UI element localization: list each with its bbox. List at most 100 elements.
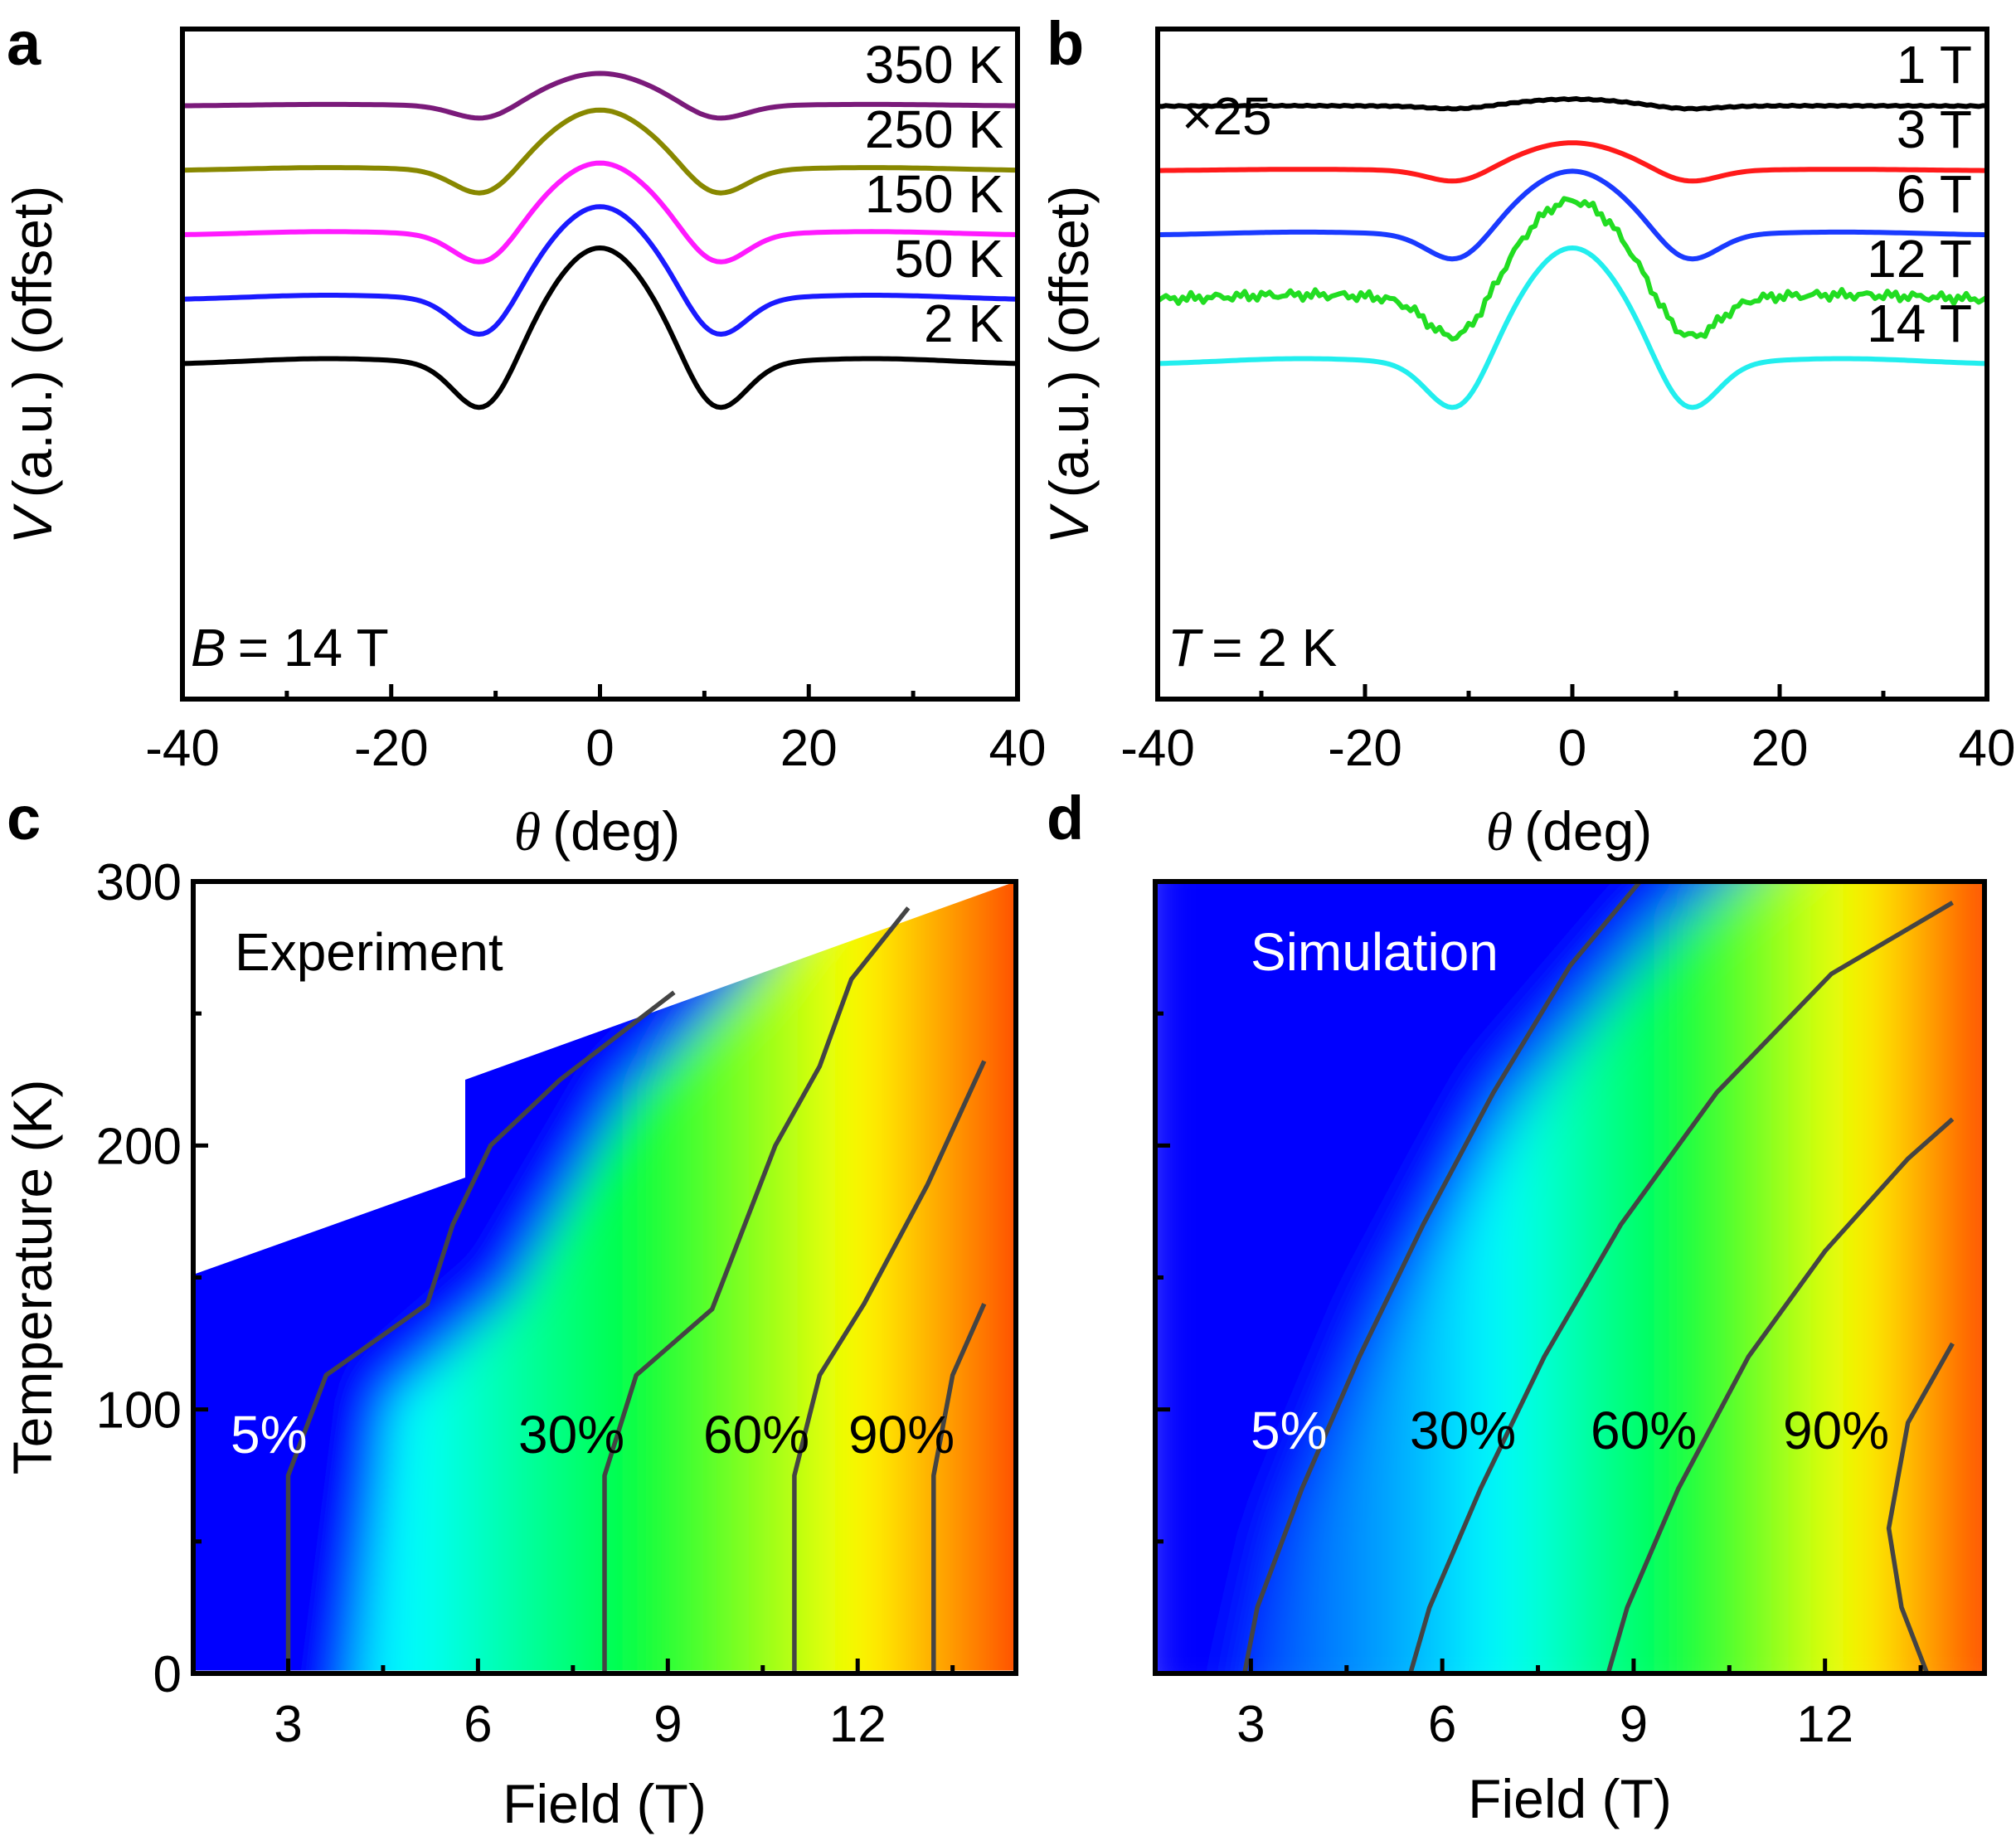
x-tick-label-9: 9 bbox=[1620, 1696, 1648, 1753]
panel-d-contour-label-30: 30% bbox=[1410, 1401, 1516, 1460]
panel-b-annotation-rest: = 2 K bbox=[1212, 618, 1337, 678]
panel-a-plot-area bbox=[182, 70, 1018, 410]
panel-d-contour-label-5: 5% bbox=[1251, 1401, 1328, 1460]
panel-c-contour-label-5: 5% bbox=[231, 1405, 308, 1464]
x-tick-label-40: 40 bbox=[1959, 720, 2016, 777]
trace-50-k bbox=[182, 204, 1018, 337]
series-label-6-t: 6 T bbox=[1897, 164, 1972, 224]
x-tick-label-40: 40 bbox=[989, 720, 1047, 777]
panel-c-x-axis-title: Field (T) bbox=[503, 1773, 707, 1834]
trace-14-t bbox=[1158, 245, 1987, 410]
series-label-14-t: 14 T bbox=[1867, 294, 1972, 353]
series-label-3-t: 3 T bbox=[1897, 100, 1972, 159]
contour-60 bbox=[792, 1060, 987, 1673]
x-tick-label-20: -20 bbox=[354, 720, 429, 777]
trace-1-t bbox=[1158, 96, 1987, 112]
panel-c-low-region bbox=[193, 882, 862, 1673]
panel-c-contour-label-60: 60% bbox=[703, 1405, 809, 1464]
panel-a-x-symbol: θ bbox=[514, 802, 541, 862]
x-tick-label-3: 3 bbox=[1236, 1696, 1265, 1753]
series-label-2-k: 2 K bbox=[924, 294, 1003, 353]
panel-b-annotation-symbol: T bbox=[1168, 618, 1203, 678]
panel-b-x-symbol: θ bbox=[1486, 802, 1513, 862]
panel-a-y-rest: (a.u.) (offset) bbox=[2, 186, 63, 498]
panel-c-ticks: 3 6 9 12 0 100 200 300 bbox=[96, 854, 955, 1753]
contour-60 bbox=[1606, 1117, 1955, 1673]
x-tick-label-9: 9 bbox=[653, 1696, 682, 1753]
panel-d-field-gradient bbox=[1257, 882, 1984, 1673]
panel-b: b 1 T3 T6 T12 T14 T -40 -20 0 20 40 ×25 T = 2… bbox=[1038, 9, 2015, 862]
trace-6-t bbox=[1158, 168, 1987, 262]
contour-30 bbox=[602, 906, 911, 1673]
panel-d-x-axis-title: Field (T) bbox=[1468, 1768, 1672, 1829]
series-label-12-t: 12 T bbox=[1867, 229, 1972, 289]
panel-d-low-region bbox=[1155, 882, 1726, 1673]
y-tick-label-0: 0 bbox=[153, 1646, 182, 1703]
trace-250-k bbox=[182, 107, 1018, 196]
panel-a-x-axis-title: θ (deg) bbox=[514, 800, 681, 862]
series-label-350-k: 350 K bbox=[865, 35, 1003, 95]
x-tick-label-12: 12 bbox=[1796, 1696, 1853, 1753]
panel-c-contour-label-30: 30% bbox=[518, 1405, 624, 1464]
panel-d-title: Simulation bbox=[1251, 922, 1499, 982]
contour-90 bbox=[931, 1303, 987, 1673]
x-tick-label-3: 3 bbox=[274, 1696, 302, 1753]
series-label-1-t: 1 T bbox=[1897, 35, 1972, 95]
panel-c-title: Experiment bbox=[235, 922, 503, 982]
contour-5 bbox=[285, 990, 676, 1673]
panel-c-letter: c bbox=[7, 784, 41, 852]
panel-a-annotation-symbol: B bbox=[191, 618, 226, 678]
panel-b-y-symbol: V bbox=[1038, 503, 1100, 544]
trace-350-k bbox=[182, 70, 1018, 121]
panel-a-annotation-rest: = 14 T bbox=[238, 618, 389, 678]
panel-b-letter: b bbox=[1047, 9, 1084, 78]
x-tick-label-40: -40 bbox=[1120, 720, 1195, 777]
contour-5 bbox=[1242, 882, 1642, 1673]
panel-b-series-labels: 1 T3 T6 T12 T14 T bbox=[1867, 35, 1972, 353]
series-label-150-k: 150 K bbox=[865, 164, 1003, 224]
panel-c-field-gradient bbox=[193, 882, 1016, 1673]
panel-a-y-axis-title: V (a.u.) (offset) bbox=[2, 186, 63, 545]
x-tick-label-20: -20 bbox=[1328, 720, 1402, 777]
x-tick-label-20: 20 bbox=[1751, 720, 1809, 777]
panel-a-annotation: B = 14 T bbox=[191, 618, 389, 678]
series-label-250-k: 250 K bbox=[865, 100, 1003, 159]
panel-c-y-axis-title: Temperature (K) bbox=[2, 1080, 63, 1475]
panel-b-frame bbox=[1155, 27, 1989, 702]
panel-b-x-axis-title: θ (deg) bbox=[1486, 800, 1653, 862]
contour-90 bbox=[1886, 1342, 1955, 1673]
x-tick-label-12: 12 bbox=[829, 1696, 887, 1753]
y-tick-label-100: 100 bbox=[96, 1382, 182, 1440]
x-tick-label-0: 0 bbox=[1558, 720, 1586, 777]
panel-a-letter: a bbox=[7, 9, 41, 78]
panel-a-y-symbol: V bbox=[2, 503, 63, 544]
trace-150-k bbox=[182, 160, 1018, 265]
panel-b-y-axis-title: V (a.u.) (offset) bbox=[1038, 186, 1100, 545]
panel-d-ticks: 3 6 9 12 bbox=[1155, 879, 1923, 1753]
y-tick-label-200: 200 bbox=[96, 1118, 182, 1175]
panel-b-x-unit: (deg) bbox=[1524, 800, 1652, 862]
panel-d-contours bbox=[1242, 882, 1955, 1673]
trace-3-t bbox=[1158, 140, 1987, 184]
panel-b-y-rest: (a.u.) (offset) bbox=[1038, 186, 1100, 498]
panel-b-annotation: T = 2 K bbox=[1168, 618, 1337, 678]
panel-a-x-unit: (deg) bbox=[552, 800, 680, 862]
panel-d-contour-label-60: 60% bbox=[1591, 1401, 1697, 1460]
x-tick-label-20: 20 bbox=[780, 720, 838, 777]
panel-d-contour-label-90: 90% bbox=[1783, 1401, 1889, 1460]
x-tick-label-6: 6 bbox=[1428, 1696, 1456, 1753]
x-tick-label-0: 0 bbox=[585, 720, 614, 777]
trace-2-k bbox=[182, 245, 1018, 410]
panel-c-heatmap bbox=[193, 882, 1016, 1673]
series-label-50-k: 50 K bbox=[894, 229, 1003, 289]
panel-d-heatmap bbox=[1155, 882, 1984, 1673]
panel-d-letter: d bbox=[1047, 784, 1084, 852]
panel-b-multiplier-note: ×25 bbox=[1182, 86, 1272, 146]
y-tick-label-300: 300 bbox=[96, 854, 182, 911]
panel-c-contours bbox=[285, 906, 987, 1673]
trace-12-t bbox=[1158, 196, 1987, 342]
panel-c-contour-label-90: 90% bbox=[848, 1405, 955, 1464]
